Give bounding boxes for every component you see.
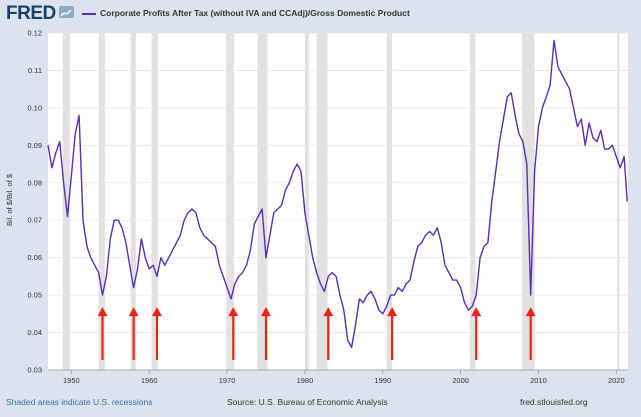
annotation-arrow <box>387 307 398 360</box>
series-title[interactable]: Corporate Profits After Tax (without IVA… <box>100 8 410 18</box>
annotation-arrow <box>151 307 162 360</box>
annotation-arrow <box>525 307 536 360</box>
recession-band <box>226 33 235 370</box>
y-tick-label: 0.05 <box>27 291 42 300</box>
x-tick-label: 2000 <box>452 376 469 385</box>
y-tick-label: 0.03 <box>27 366 42 375</box>
y-axis: 0.03 0.04 0.05 0.06 0.07 0.08 0.09 0.10 0.11 0.12 <box>27 29 42 375</box>
x-tick-label: 1960 <box>141 376 158 385</box>
annotation-arrow <box>128 307 139 360</box>
chart-trend-icon <box>59 6 74 18</box>
y-tick-label: 0.09 <box>27 141 42 150</box>
header: FRED Corporate Profits After Tax (withou… <box>0 0 641 26</box>
x-tick-label: 1990 <box>374 376 391 385</box>
y-tick-label: 0.12 <box>27 29 42 38</box>
y-tick-label: 0.11 <box>28 66 42 75</box>
y-tick-label: 0.06 <box>27 253 42 262</box>
legend-swatch <box>82 13 96 15</box>
annotation-arrow <box>260 307 271 360</box>
annotation-arrow <box>228 307 239 360</box>
recession-band <box>469 33 476 370</box>
x-tick-label: 2020 <box>608 376 625 385</box>
recession-note-link[interactable]: Shaded areas indicate U.S. recessions <box>6 397 153 407</box>
y-tick-label: 0.08 <box>27 178 42 187</box>
recession-band <box>304 33 309 370</box>
x-tick-label: 1970 <box>219 376 236 385</box>
annotation-arrow <box>97 307 108 360</box>
x-tick-label: 1950 <box>63 376 80 385</box>
x-axis: 1950 1960 1970 1980 1990 2000 2010 2020 <box>48 369 628 385</box>
recession-band <box>316 33 328 370</box>
recession-band <box>386 33 393 370</box>
recession-band <box>98 33 105 370</box>
y-tick-label: 0.07 <box>27 216 42 225</box>
recession-band <box>257 33 268 370</box>
annotation-arrows <box>97 307 536 360</box>
recession-band <box>151 33 158 370</box>
y-axis-label: Bil. of $/Bil. of $ <box>5 173 14 226</box>
recession-band <box>130 33 136 370</box>
x-tick-label: 2010 <box>530 376 547 385</box>
fred-logo[interactable]: FRED <box>6 3 56 24</box>
x-tick-label: 1980 <box>297 376 314 385</box>
y-tick-label: 0.10 <box>27 103 42 112</box>
annotation-arrow <box>471 307 482 360</box>
source-note: Source: U.S. Bureau of Economic Analysis <box>227 397 388 407</box>
footer: Shaded areas indicate U.S. recessions So… <box>0 390 641 417</box>
site-link[interactable]: fred.stlouisfed.org <box>520 397 588 407</box>
annotation-arrow <box>323 307 334 360</box>
recession-band <box>617 33 620 370</box>
series-line[interactable] <box>47 39 628 349</box>
y-tick-label: 0.04 <box>27 328 42 337</box>
